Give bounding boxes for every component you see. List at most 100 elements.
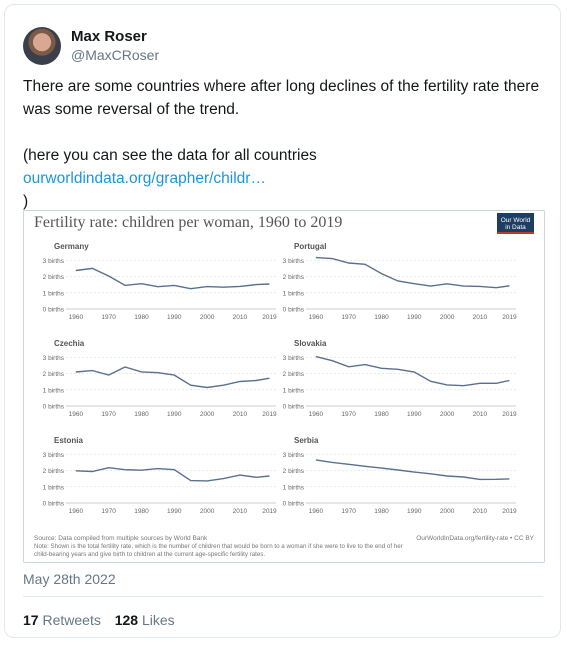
retweets-label[interactable]: Retweets bbox=[42, 612, 101, 628]
y-tick-label: 1 births bbox=[283, 290, 305, 297]
x-tick-label: 1970 bbox=[101, 314, 116, 321]
x-tick-label: 2019 bbox=[502, 411, 517, 418]
panel-title-estonia: Estonia bbox=[54, 436, 83, 445]
x-tick-label: 1960 bbox=[309, 508, 324, 515]
y-tick-label: 3 births bbox=[283, 258, 305, 265]
y-tick-label: 0 births bbox=[283, 307, 305, 314]
figure-title: Fertility rate: children per woman, 1960… bbox=[34, 214, 342, 231]
owid-logo-text-2: in Data bbox=[505, 224, 526, 231]
tweet-text-line2: (here you can see the data for all count… bbox=[23, 147, 317, 164]
x-tick-label: 1970 bbox=[101, 508, 116, 515]
y-tick-label: 0 births bbox=[43, 307, 65, 314]
tweet-card: Max Roser @MaxCRoser There are some coun… bbox=[4, 4, 561, 638]
figure-source: Source: Data compiled from multiple sour… bbox=[34, 535, 208, 542]
x-tick-label: 1970 bbox=[341, 314, 356, 321]
series-line-serbia bbox=[315, 459, 510, 481]
x-tick-label: 2000 bbox=[200, 508, 215, 515]
x-tick-label: 2019 bbox=[262, 508, 277, 515]
figure-note-1: Note: Shown is the total fertility rate,… bbox=[34, 543, 403, 550]
x-tick-label: 2000 bbox=[200, 314, 215, 321]
y-tick-label: 2 births bbox=[283, 371, 305, 378]
figure-note-2: child-bearing years and give birth to ch… bbox=[34, 551, 265, 558]
x-tick-label: 2000 bbox=[440, 508, 455, 515]
y-tick-label: 2 births bbox=[43, 371, 65, 378]
avatar[interactable] bbox=[23, 27, 61, 65]
y-tick-label: 1 births bbox=[43, 387, 65, 394]
tweet-stats: 17 Retweets 128 Likes bbox=[23, 612, 175, 628]
panel-title-germany: Germany bbox=[54, 242, 89, 251]
series-line-germany bbox=[75, 267, 270, 290]
y-tick-label: 3 births bbox=[283, 355, 305, 362]
y-tick-label: 2 births bbox=[43, 468, 65, 475]
y-tick-label: 2 births bbox=[43, 274, 65, 281]
x-tick-label: 2000 bbox=[200, 411, 215, 418]
tweet-date[interactable]: May 28th 2022 bbox=[23, 571, 116, 587]
y-tick-label: 0 births bbox=[283, 404, 305, 411]
y-tick-label: 3 births bbox=[43, 452, 65, 459]
x-tick-label: 1990 bbox=[407, 508, 422, 515]
x-tick-label: 1990 bbox=[167, 508, 182, 515]
y-tick-label: 0 births bbox=[43, 404, 65, 411]
panel-title-czechia: Czechia bbox=[54, 339, 85, 348]
y-tick-label: 3 births bbox=[283, 452, 305, 459]
likes-count[interactable]: 128 bbox=[114, 612, 139, 628]
x-tick-label: 1980 bbox=[134, 411, 149, 418]
x-tick-label: 1980 bbox=[134, 314, 149, 321]
x-tick-label: 1970 bbox=[341, 508, 356, 515]
panel-title-serbia: Serbia bbox=[294, 436, 319, 445]
series-line-czechia bbox=[75, 366, 270, 389]
x-tick-label: 1960 bbox=[69, 508, 84, 515]
x-tick-label: 2019 bbox=[262, 314, 277, 321]
x-tick-label: 1970 bbox=[341, 411, 356, 418]
x-tick-label: 1990 bbox=[167, 314, 182, 321]
x-tick-label: 2010 bbox=[233, 411, 248, 418]
chart-image[interactable]: Fertility rate: children per woman, 1960… bbox=[23, 210, 545, 563]
y-tick-label: 0 births bbox=[43, 501, 65, 508]
owid-logo-box bbox=[497, 213, 534, 234]
y-tick-label: 3 births bbox=[43, 258, 65, 265]
divider bbox=[23, 596, 543, 597]
fertility-figure: Fertility rate: children per woman, 1960… bbox=[34, 213, 535, 558]
x-tick-label: 1970 bbox=[101, 411, 116, 418]
y-tick-label: 1 births bbox=[43, 290, 65, 297]
x-tick-label: 1980 bbox=[374, 314, 389, 321]
series-line-slovakia bbox=[315, 355, 510, 387]
x-tick-label: 1990 bbox=[407, 314, 422, 321]
series-line-portugal bbox=[315, 256, 510, 289]
x-tick-label: 2010 bbox=[233, 508, 248, 515]
y-tick-label: 0 births bbox=[283, 501, 305, 508]
x-tick-label: 1980 bbox=[374, 508, 389, 515]
x-tick-label: 1990 bbox=[167, 411, 182, 418]
x-tick-label: 2010 bbox=[233, 314, 248, 321]
author-name[interactable]: Max Roser bbox=[71, 28, 147, 45]
x-tick-label: 2019 bbox=[502, 314, 517, 321]
y-tick-label: 1 births bbox=[283, 484, 305, 491]
retweets-count[interactable]: 17 bbox=[23, 612, 39, 628]
x-tick-label: 1960 bbox=[69, 314, 84, 321]
panel-title-portugal: Portugal bbox=[294, 242, 326, 251]
x-tick-label: 1980 bbox=[374, 411, 389, 418]
tweet-text-line1: There are some countries where after lon… bbox=[23, 78, 540, 118]
x-tick-label: 2000 bbox=[440, 411, 455, 418]
owid-logo-text-1: Our World bbox=[501, 217, 531, 224]
tweet-link[interactable]: ourworldindata.org/grapher/childr… bbox=[23, 170, 266, 187]
x-tick-label: 1980 bbox=[134, 508, 149, 515]
figure-attribution: OurWorldInData.org/fertility-rate • CC B… bbox=[416, 535, 534, 542]
x-tick-label: 1990 bbox=[407, 411, 422, 418]
x-tick-label: 1960 bbox=[309, 314, 324, 321]
x-tick-label: 1960 bbox=[309, 411, 324, 418]
x-tick-label: 1960 bbox=[69, 411, 84, 418]
y-tick-label: 3 births bbox=[43, 355, 65, 362]
tweet-text: There are some countries where after lon… bbox=[23, 75, 543, 213]
y-tick-label: 2 births bbox=[283, 274, 305, 281]
series-line-estonia bbox=[75, 466, 270, 482]
x-tick-label: 2019 bbox=[502, 508, 517, 515]
x-tick-label: 2010 bbox=[473, 314, 488, 321]
author-handle[interactable]: @MaxCRoser bbox=[71, 47, 160, 63]
likes-label[interactable]: Likes bbox=[141, 612, 175, 628]
x-tick-label: 2010 bbox=[473, 508, 488, 515]
x-tick-label: 2019 bbox=[262, 411, 277, 418]
x-tick-label: 2000 bbox=[440, 314, 455, 321]
owid-logo-bar bbox=[497, 232, 534, 234]
tweet-text-close: ) bbox=[23, 193, 29, 210]
